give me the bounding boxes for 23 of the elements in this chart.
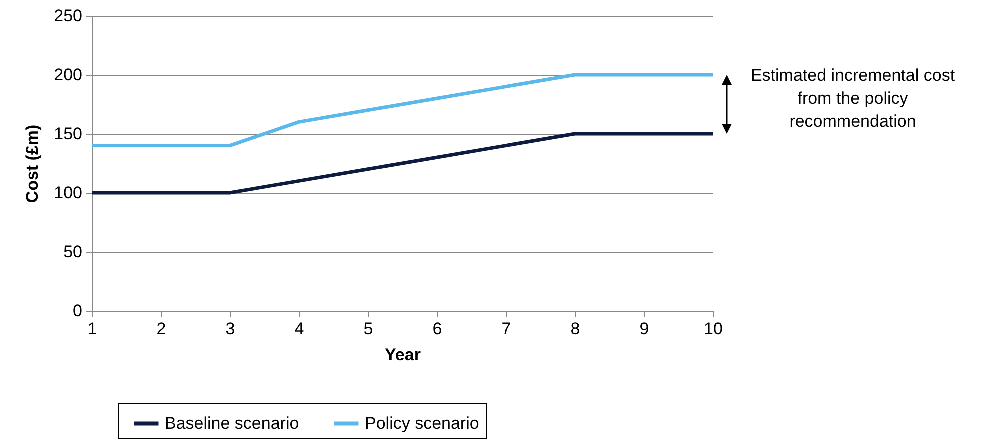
line-series bbox=[90, 132, 715, 195]
x-tick-label: 4 bbox=[294, 320, 304, 338]
y-tick-label: 50 bbox=[64, 242, 82, 262]
x-tick-label: 7 bbox=[502, 320, 512, 338]
x-tick-label: 10 bbox=[704, 320, 723, 338]
legend-label: Baseline scenario bbox=[165, 414, 300, 433]
y-tick-label: 0 bbox=[73, 302, 82, 320]
x-tick-label: 5 bbox=[364, 320, 374, 338]
line-series bbox=[90, 73, 715, 148]
y-axis-title: Cost (£m) bbox=[23, 124, 42, 204]
y-tick-label: 250 bbox=[54, 6, 82, 26]
x-tick-label: 3 bbox=[226, 320, 236, 338]
y-tick-label: 100 bbox=[54, 184, 82, 202]
y-tick-label: 200 bbox=[54, 66, 82, 84]
x-axis-title: Year bbox=[385, 346, 422, 364]
x-tick-label: 2 bbox=[156, 320, 166, 338]
y-tick-label: 150 bbox=[54, 124, 82, 144]
x-tick-label: 1 bbox=[88, 320, 98, 338]
x-tick-label: 6 bbox=[432, 320, 442, 338]
x-tick-label: 8 bbox=[570, 320, 580, 338]
legend-label: Policy scenario bbox=[365, 414, 480, 433]
x-tick-label: 9 bbox=[640, 320, 650, 338]
text: Estimated incremental cost from the policy recommendation bbox=[750, 65, 956, 133]
